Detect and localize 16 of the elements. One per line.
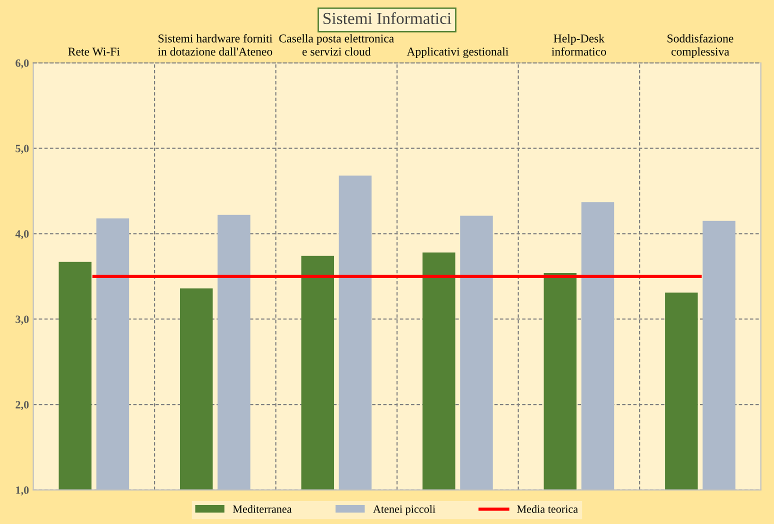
y-tick-label: 1,0 bbox=[16, 486, 29, 496]
y-tick-label: 3,0 bbox=[16, 316, 29, 325]
legend-label: Media teorica bbox=[516, 505, 578, 513]
chart-title: Sistemi Informatici bbox=[324, 12, 452, 24]
x-tick-label: Soddisfazione complessiva bbox=[668, 34, 734, 58]
legend-label: Mediterranea bbox=[232, 505, 292, 513]
legend-label: Atenei piccoli bbox=[373, 505, 436, 516]
y-tick-label: 4,0 bbox=[15, 230, 29, 240]
x-tick-label: Help-Desk informatico bbox=[552, 34, 606, 56]
y-tick-label: 5,0 bbox=[16, 144, 29, 154]
x-tick-label: Sistemi hardware forniti in dotazione dall'Ateneo bbox=[158, 34, 272, 56]
x-tick-label: Applicativi gestionali bbox=[406, 47, 508, 58]
x-tick-label: Rete Wi-Fi bbox=[68, 48, 120, 56]
y-tick-label: 6,0 bbox=[16, 59, 29, 68]
y-tick-label: 2,0 bbox=[16, 400, 29, 410]
x-tick-label: Casella posta elettronica e servizi cloud bbox=[279, 34, 394, 56]
